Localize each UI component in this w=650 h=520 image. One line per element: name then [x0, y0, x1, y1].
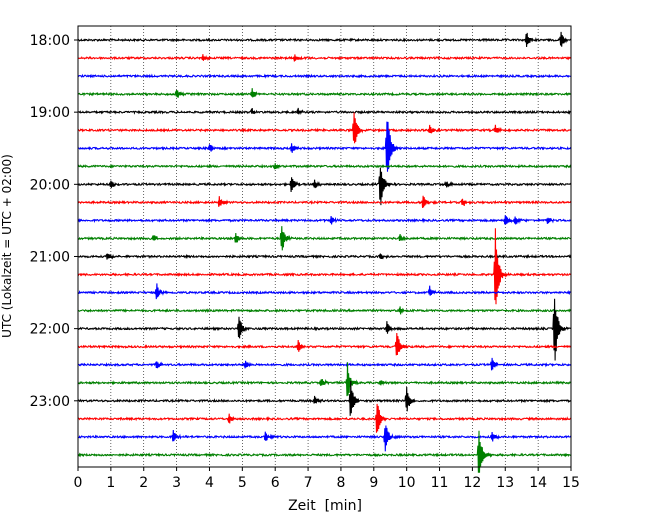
- x-tick-label: 14: [529, 475, 547, 491]
- y-axis-label: UTC (Lokalzeit = UTC + 02:00): [0, 154, 14, 338]
- trace-2345: [77, 430, 572, 473]
- trace-2045: [77, 226, 572, 251]
- trace-1830: [77, 73, 572, 79]
- x-tick-label: 7: [304, 475, 313, 491]
- trace-1845: [77, 88, 572, 98]
- x-tick-label: 2: [139, 475, 148, 491]
- x-tick-label: 6: [271, 475, 280, 491]
- x-tick-label: 0: [74, 475, 83, 491]
- trace-2300: [77, 380, 572, 416]
- y-tick-label: 22:00: [30, 322, 70, 338]
- trace-2115: [77, 228, 572, 305]
- trace-1945: [77, 163, 572, 170]
- x-tick-label: 4: [205, 475, 214, 491]
- trace-2200: [77, 298, 571, 361]
- trace-1930: [77, 121, 572, 172]
- trace-1900: [77, 107, 572, 115]
- x-tick-label: 11: [431, 475, 449, 491]
- x-tick-label: 3: [172, 475, 181, 491]
- trace-2015: [77, 195, 572, 208]
- y-tick-label: 20:00: [30, 177, 70, 193]
- trace-2230: [77, 357, 572, 371]
- y-tick-label: 19:00: [30, 105, 70, 121]
- x-tick-label: 9: [369, 475, 378, 491]
- x-tick-label: 10: [398, 475, 416, 491]
- trace-2330: [77, 425, 572, 452]
- trace-2245: [77, 362, 572, 397]
- trace-2315: [77, 403, 571, 433]
- x-tick-label: 8: [336, 475, 345, 491]
- trace-2215: [77, 332, 572, 356]
- trace-2145: [77, 306, 572, 315]
- y-axis-ticks: 18:00 19:00 20:00 21:00 22:00 23:00: [30, 33, 78, 410]
- x-tick-label: 15: [562, 475, 580, 491]
- trace-1915: [77, 112, 572, 144]
- x-tick-label: 5: [238, 475, 247, 491]
- trace-1815: [77, 54, 572, 62]
- seismogram-traces: [77, 31, 572, 473]
- y-tick-label: 21:00: [30, 249, 70, 265]
- x-tick-label: 12: [463, 475, 481, 491]
- trace-2130: [77, 283, 572, 300]
- trace-1800: [77, 31, 572, 48]
- x-tick-label: 13: [496, 475, 514, 491]
- trace-2100: [78, 253, 572, 260]
- x-axis-label: Zeit [min]: [288, 498, 362, 514]
- x-axis-ticks: 0 1 2 3 4 5 6 7 8 9 10 11 12 13 14 15: [74, 467, 580, 491]
- y-tick-label: 18:00: [30, 33, 70, 49]
- plot-frame: [77, 25, 572, 468]
- x-tick-label: 1: [106, 475, 115, 491]
- y-tick-label: 23:00: [30, 394, 70, 410]
- trace-2000: [78, 167, 572, 206]
- trace-2030: [77, 215, 572, 225]
